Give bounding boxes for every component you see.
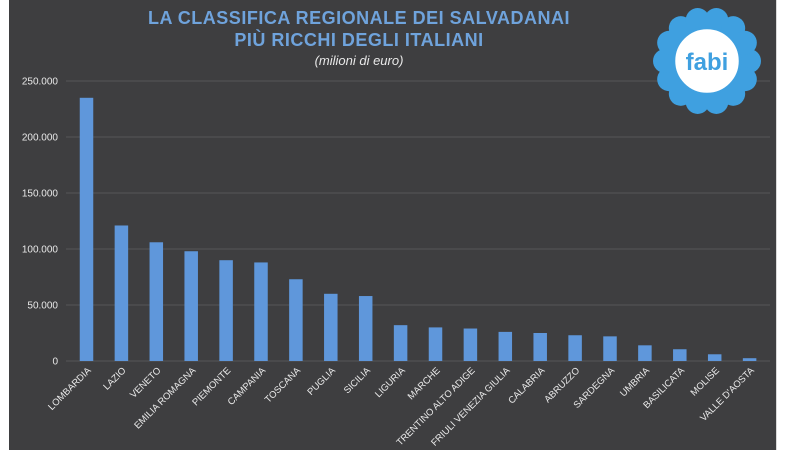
- x-tick-label: SICILIA: [342, 365, 373, 396]
- x-tick-label: LOMBARDIA: [46, 365, 94, 413]
- bar: [114, 225, 129, 361]
- x-tick-label: VENETO: [128, 365, 163, 400]
- logo-text: fabi: [686, 49, 729, 76]
- y-axis-ticks: 0 50.000 100.000 150.000 200.000 250.000: [22, 77, 59, 368]
- y-tick-label: 50.000: [27, 301, 58, 312]
- x-tick-label: CALABRIA: [506, 365, 547, 406]
- bar: [184, 251, 198, 361]
- bar: [324, 293, 338, 361]
- logo-petal: [685, 8, 710, 33]
- logo-petal: [737, 49, 761, 73]
- y-tick-label: 100.000: [22, 245, 59, 256]
- logo-petal: [653, 49, 677, 73]
- bar: [707, 354, 722, 361]
- gridlines: [66, 80, 770, 362]
- x-tick-label: CAMPANIA: [226, 365, 269, 408]
- bar: [254, 262, 268, 361]
- x-tick-label: LAZIO: [101, 365, 128, 392]
- bar: [673, 349, 687, 361]
- y-tick-label: 150.000: [22, 189, 59, 200]
- x-tick-label: TOSCANA: [263, 365, 304, 406]
- y-tick-label: 0: [52, 357, 58, 368]
- x-tick-label: MOLISE: [689, 365, 722, 398]
- bar: [568, 335, 582, 361]
- bar: [533, 333, 547, 361]
- x-tick-label: UMBRIA: [618, 365, 652, 399]
- frame-edge: [776, 0, 777, 450]
- fabi-logo: fabi: [653, 8, 761, 114]
- bar: [149, 242, 164, 361]
- x-tick-label: EMILIA ROMAGNA: [132, 365, 198, 431]
- bars: [79, 97, 757, 362]
- bar: [393, 325, 408, 361]
- chart-background: [9, 0, 776, 450]
- bar: [742, 358, 757, 361]
- y-tick-label: 250.000: [22, 77, 59, 88]
- bar: [219, 260, 233, 361]
- chart-title-line1: LA CLASSIFICA REGIONALE DEI SALVADANAI: [147, 8, 570, 28]
- bar: [358, 296, 373, 361]
- bar: [463, 328, 478, 361]
- x-tick-label: PUGLIA: [305, 365, 338, 398]
- logo-petal: [704, 89, 729, 114]
- bar: [289, 279, 303, 361]
- chart-subtitle: (milioni di euro): [314, 53, 404, 68]
- chart-title-line2: PIÙ RICCHI DEGLI ITALIANI: [234, 30, 484, 50]
- bar: [638, 345, 652, 361]
- bar: [79, 97, 94, 362]
- bar: [603, 336, 617, 361]
- bar: [428, 327, 443, 361]
- x-tick-label: LIGURIA: [373, 365, 408, 400]
- y-tick-label: 200.000: [22, 133, 59, 144]
- bar: [498, 331, 513, 361]
